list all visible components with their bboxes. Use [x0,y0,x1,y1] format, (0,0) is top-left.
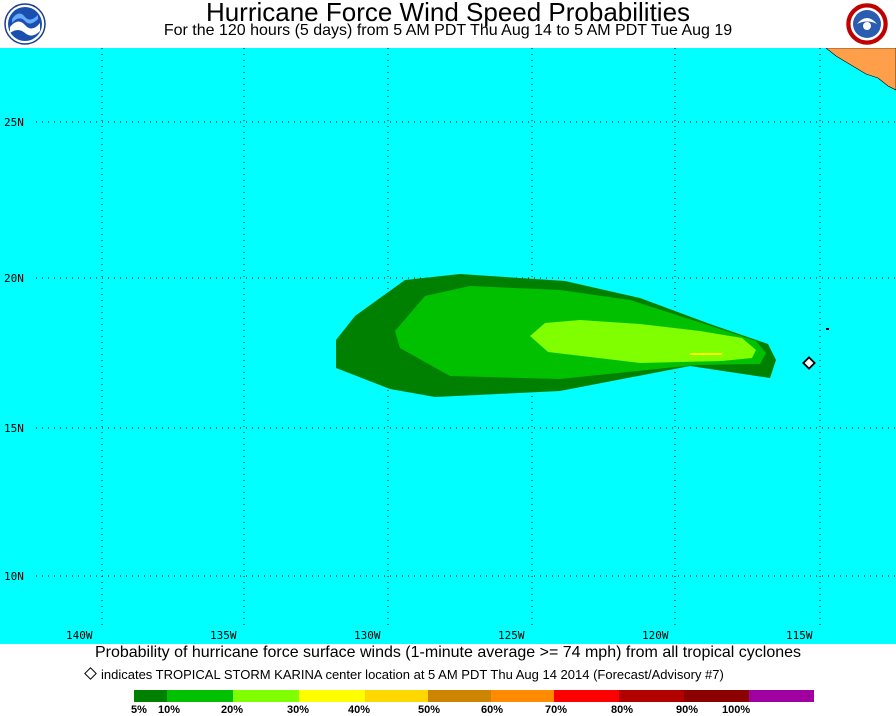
legend-swatch [619,690,684,702]
legend-swatch [491,690,554,702]
legend-label-5: 5% [131,704,147,716]
legend-label-30: 30% [287,704,310,716]
legend-swatch [365,690,428,702]
legend-label-70: 70% [545,704,568,716]
legend-labels: 5% 10% 20% 30% 40% 50% 60% 70% 80% 90% 1… [0,704,896,716]
legend-label-90: 90% [676,704,699,716]
legend-label-40: 40% [348,704,371,716]
page-subtitle: For the 120 hours (5 days) from 5 AM PDT… [163,22,733,39]
lat-label-15n: 15N [4,422,24,435]
lon-label-125w: 125W [498,629,525,642]
legend-swatch [428,690,491,702]
lon-labels: 140W 135W 130W 125W 120W 115W [66,629,813,642]
lat-label-10n: 10N [4,570,24,583]
lon-label-120w: 120W [642,629,669,642]
diamond-icon [84,667,97,680]
storm-center-marker [802,356,816,370]
legend-label-20: 20% [221,704,244,716]
legend-swatch [684,690,749,702]
lat-label-25n: 25N [4,116,24,129]
probability-map: 25N 20N 15N 10N 140W 135W 130W 125W 120W… [0,47,896,644]
legend-label-80: 80% [611,704,634,716]
small-island-marker [826,328,829,330]
noaa-logo [4,3,46,45]
map-caption: Probability of hurricane force surface w… [94,644,802,661]
legend-label-60: 60% [481,704,504,716]
national-weather-service-logo [846,3,888,45]
land-mexico [825,47,896,91]
legend-swatch [299,690,365,702]
lat-labels: 25N 20N 15N 10N [4,116,24,583]
legend-swatch [167,690,233,702]
legend-label-100: 100% [722,704,751,716]
legend-swatch [554,690,619,702]
storm-note-text: indicates TROPICAL STORM KARINA center l… [101,667,724,682]
legend-swatch [134,690,167,702]
lon-label-140w: 140W [66,629,93,642]
lon-label-135w: 135W [210,629,237,642]
probability-20pct [530,320,756,363]
lon-label-130w: 130W [354,629,381,642]
legend-swatch [233,690,299,702]
legend-swatch [749,690,814,702]
page-title: Hurricane Force Wind Speed Probabilities [205,0,691,27]
lon-label-115w: 115W [786,629,813,642]
storm-note: indicates TROPICAL STORM KARINA center l… [84,667,724,682]
legend-label-50: 50% [418,704,441,716]
legend-label-10: 10% [158,704,181,716]
header: Hurricane Force Wind Speed Probabilities… [0,0,896,48]
legend-color-bar [134,690,814,702]
footer: Probability of hurricane force surface w… [0,644,896,716]
lat-label-20n: 20N [4,272,24,285]
